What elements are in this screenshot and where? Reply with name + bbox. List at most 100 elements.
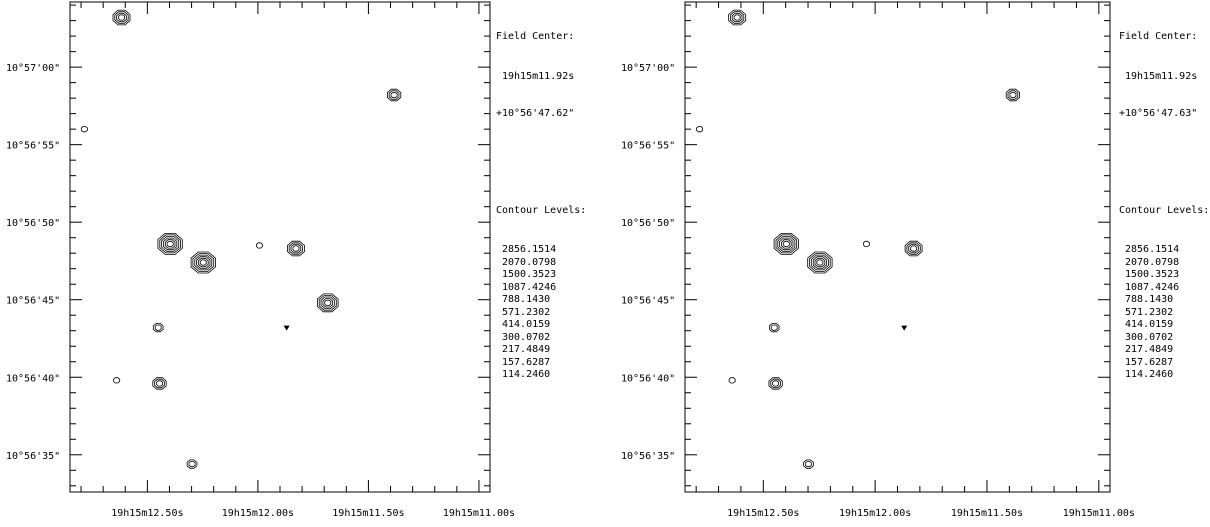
contour-map-left: 10°57'00" 10°56'55" 10°56'50" 10°56'45" 10°5… <box>6 1 586 519</box>
contour-ring <box>186 459 198 469</box>
contour-level-item: 1500.3523 <box>502 269 557 280</box>
contour-source <box>190 251 216 274</box>
contour-point <box>283 325 290 331</box>
contour-level-item: 157.6287 <box>1125 356 1174 368</box>
contour-ring <box>156 380 164 387</box>
contour-ring <box>322 298 334 308</box>
contour-ring <box>910 245 918 252</box>
y-tick-labels-right: 10°57'00" 10°56'55" 10°56'50" 10°56'45" 10°5… <box>621 63 675 462</box>
plot-frame <box>69 1 491 493</box>
contour-source <box>386 88 402 102</box>
contour-ring <box>1005 88 1021 102</box>
contour-ring <box>292 245 300 252</box>
contour-source <box>773 232 799 255</box>
contour-ring <box>190 251 216 274</box>
x-tick-label: 19h15m12.50s <box>727 508 799 519</box>
contour-source <box>728 9 747 26</box>
contour-source <box>901 325 908 331</box>
y-tick-label: 10°56'55" <box>621 141 675 152</box>
contour-plot-left: 10°57'00" 10°56'55" 10°56'50" 10°56'45" 10°5… <box>6 1 515 519</box>
contour-ring <box>809 253 831 272</box>
contour-ring <box>812 256 828 269</box>
contour-levels-list: 2856.1514 2070.0798 1500.3523 1087.4246 788.… <box>496 244 586 382</box>
field-center-dec: +10°56'47.63" <box>1119 108 1198 119</box>
contour-ring <box>803 459 814 469</box>
contour-ring <box>161 236 180 252</box>
plot-frame-right <box>684 1 1111 493</box>
contour-source <box>316 293 339 313</box>
contour-ring <box>733 14 741 21</box>
x-tick-labels-right: 19h15m12.50s 19h15m12.00s 19h15m11.50s 19h1… <box>727 508 1135 519</box>
contour-ring <box>194 254 213 271</box>
contour-ring <box>807 251 833 274</box>
contour-ring <box>728 377 736 384</box>
contour-source <box>255 242 263 249</box>
field-center-ra-text: 19h15m11.92s <box>1125 70 1198 82</box>
plot-frame <box>684 1 1111 493</box>
y-tick-label: 10°56'35" <box>621 451 675 462</box>
contour-level-item: 2070.0798 <box>1125 256 1180 268</box>
contour-ring <box>390 92 398 99</box>
contour-source <box>80 126 88 133</box>
contour-level-item: 571.2302 <box>502 306 551 318</box>
contour-ring <box>388 90 400 100</box>
contour-source <box>283 325 290 331</box>
contour-source <box>696 126 703 133</box>
contour-map-right: 10°57'00" 10°56'55" 10°56'50" 10°56'45" 10°5… <box>605 0 1210 527</box>
contour-ring <box>804 461 812 468</box>
contour-ring <box>162 237 178 251</box>
contour-ring <box>318 295 337 311</box>
contour-level-item: 2070.0798 <box>502 256 557 268</box>
contour-ring <box>862 240 870 247</box>
contour-ring <box>112 9 131 26</box>
contour-source <box>807 251 833 274</box>
contour-ring <box>781 239 792 249</box>
contour-ring <box>154 378 165 389</box>
contour-ring <box>166 240 174 247</box>
contour-ring <box>728 9 747 26</box>
field-center-label: Field Center: <box>496 31 575 42</box>
x-tick-label: 19h15m12.00s <box>839 508 911 519</box>
contour-level-item: 1087.4246 <box>502 281 557 293</box>
tick-marks-right <box>685 2 1110 492</box>
x-tick-label: 19h15m11.00s <box>443 508 515 519</box>
contour-plot-right: 10°57'00" 10°56'55" 10°56'50" 10°56'45" 10°5… <box>621 1 1135 519</box>
contour-ring <box>768 322 780 333</box>
contour-ring <box>731 12 743 23</box>
contour-source <box>113 377 121 384</box>
contour-level-item: 2856.1514 <box>502 244 557 255</box>
y-tick-label: 10°56'40" <box>6 373 60 384</box>
contour-source <box>803 459 814 469</box>
contour-source <box>904 240 923 257</box>
contour-level-item: 217.4849 <box>1125 344 1174 355</box>
contour-point <box>901 325 908 331</box>
contour-sources-right <box>696 9 1021 469</box>
contour-ring <box>772 380 780 387</box>
y-tick-labels-left: 10°57'00" 10°56'55" 10°56'50" 10°56'45" 10°5… <box>6 63 60 462</box>
contour-ring <box>164 239 176 249</box>
contour-ring <box>152 322 164 333</box>
contour-ring <box>814 257 826 268</box>
contour-ring <box>114 11 129 24</box>
x-tick-label: 19h15m12.50s <box>111 508 183 519</box>
field-center-ra: 19h15m11.92s <box>496 71 586 84</box>
contour-level-item: 114.2460 <box>1125 369 1174 380</box>
contour-ring <box>773 232 799 255</box>
contour-ring <box>770 324 778 331</box>
contour-source <box>157 232 183 255</box>
contour-ring <box>288 242 304 255</box>
contour-ring <box>159 234 181 254</box>
contour-levels-label: Contour Levels: <box>1119 204 1210 216</box>
contour-ring <box>320 296 335 310</box>
contour-ring <box>192 253 215 272</box>
field-center-dec: +10°56'47.62" <box>496 108 575 119</box>
contour-level-item: 1087.4246 <box>1125 281 1180 293</box>
contour-ring <box>777 236 796 252</box>
field-center-ra-text: 19h15m11.92s <box>502 70 575 82</box>
contour-ring <box>1007 90 1019 100</box>
contour-level-item: 1500.3523 <box>1125 269 1180 280</box>
contour-source <box>768 322 780 333</box>
x-tick-label: 19h15m11.50s <box>951 508 1023 519</box>
contour-source <box>286 240 305 257</box>
contour-source <box>768 377 783 390</box>
